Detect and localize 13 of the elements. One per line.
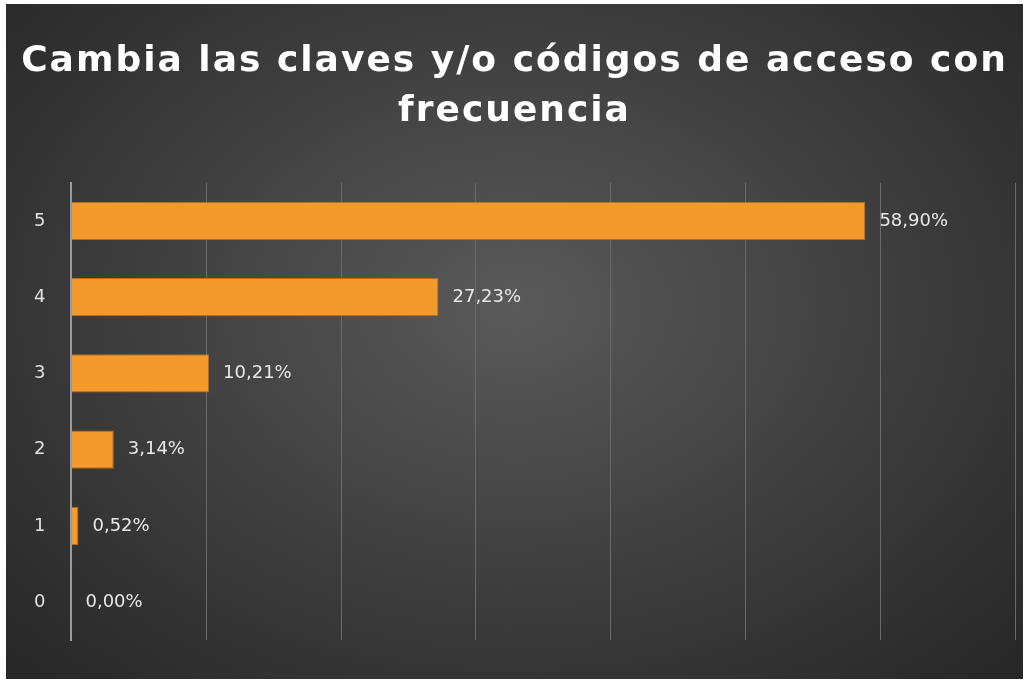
data-label: 27,23% [452,284,522,306]
y-tick-label: 1 [34,513,46,535]
data-label: 0,52% [92,513,150,535]
data-label: 3,14% [127,437,185,459]
y-tick-label: 4 [34,284,46,306]
y-tick-label: 0 [34,589,46,611]
y-tick-label: 3 [34,361,46,383]
chart-title: Cambia las claves y/o códigos de acceso con frecuencia [20,37,1009,131]
y-tick-label: 5 [34,208,46,230]
data-label: 10,21% [223,361,292,383]
data-label: 58,90% [879,208,949,230]
y-tick-label: 2 [34,437,46,459]
data-label: 0,00% [85,589,143,611]
